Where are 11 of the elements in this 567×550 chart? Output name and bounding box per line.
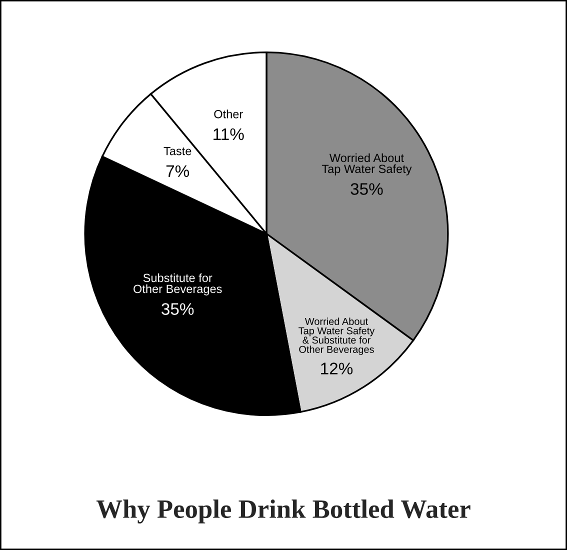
slice-label: Worried About Tap Water Safety & Substitute for Other Beverages (298, 318, 375, 355)
data-label: 35% (350, 183, 383, 195)
slice-label: Substitute for Other Beverages (134, 273, 222, 296)
data-label: 12% (321, 362, 353, 374)
data-label: 7% (166, 165, 190, 177)
slice-label: Worried About Tap Water Safety (322, 153, 412, 176)
slice-label: Taste (164, 146, 192, 156)
slice-label: Other (214, 110, 243, 118)
data-label: 11% (214, 128, 244, 140)
text: Why People Drink Bottled Water (96, 499, 470, 524)
data-label: 35% (162, 303, 194, 315)
